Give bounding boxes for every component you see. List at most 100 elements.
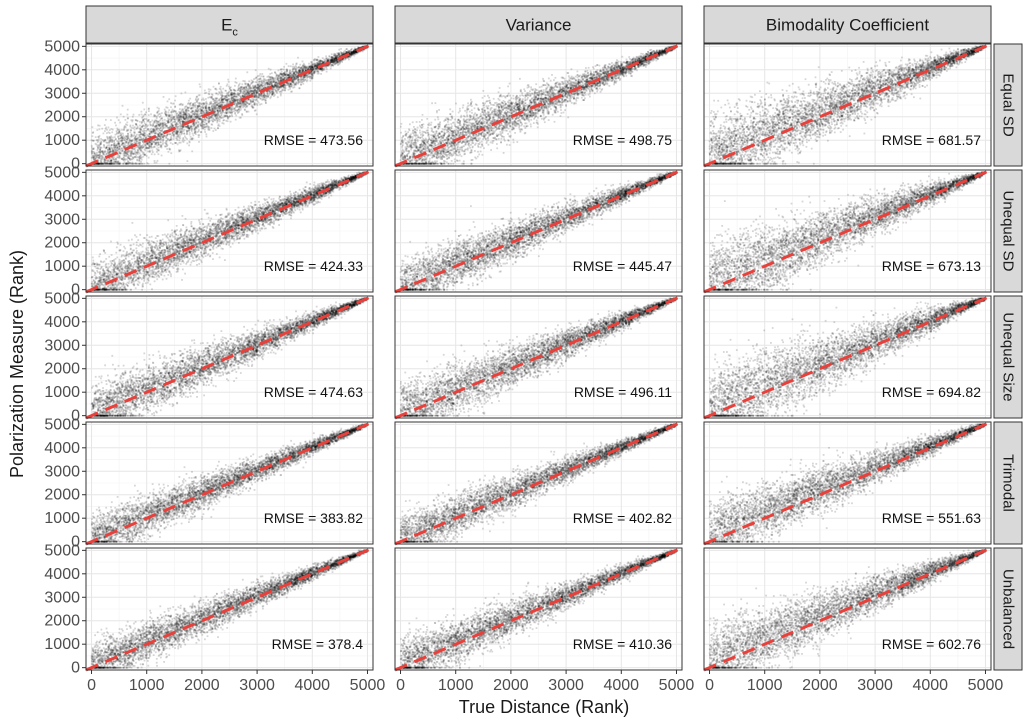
data-point [121, 129, 123, 131]
data-point [277, 96, 279, 98]
data-point [208, 88, 210, 90]
data-point [111, 131, 113, 133]
data-point [96, 129, 98, 131]
data-point [127, 114, 129, 116]
data-point [158, 147, 160, 149]
data-point [157, 160, 159, 162]
data-point [302, 83, 304, 85]
data-point [141, 114, 143, 116]
data-point [219, 98, 221, 100]
data-point [261, 73, 263, 75]
data-point [326, 71, 328, 73]
data-point [197, 109, 199, 111]
data-point [91, 145, 93, 147]
data-point [157, 115, 159, 117]
data-point [258, 102, 260, 104]
data-point [288, 65, 290, 67]
data-point [169, 163, 171, 165]
data-point [188, 145, 190, 147]
data-point [134, 151, 136, 153]
data-point [150, 113, 152, 115]
data-point [170, 152, 172, 154]
data-point [113, 156, 115, 158]
data-point [292, 64, 294, 66]
data-point [198, 121, 200, 123]
data-point [99, 128, 101, 130]
data-point [108, 144, 110, 146]
data-point [99, 125, 101, 127]
data-point [143, 109, 145, 111]
data-point [126, 159, 128, 161]
data-point [291, 91, 293, 93]
data-point [204, 92, 206, 94]
data-point [124, 125, 126, 127]
data-point [138, 134, 140, 136]
data-point [139, 153, 141, 155]
data-point [217, 94, 219, 96]
data-point [101, 128, 103, 130]
data-point [168, 109, 170, 111]
data-point [292, 66, 294, 68]
data-point [234, 85, 236, 87]
data-point [220, 86, 222, 88]
data-point [157, 131, 159, 133]
data-point [114, 122, 116, 124]
data-point [156, 148, 158, 150]
data-point [340, 48, 342, 50]
data-point [134, 149, 136, 151]
data-point [116, 117, 118, 119]
data-point [120, 153, 122, 155]
data-point [179, 137, 181, 139]
data-point [144, 163, 146, 165]
data-point [91, 139, 93, 141]
data-point [127, 109, 129, 111]
data-point [211, 123, 213, 125]
data-point [179, 150, 181, 152]
data-point [183, 141, 185, 143]
data-point [189, 98, 191, 100]
data-point [104, 124, 106, 126]
data-point [241, 83, 243, 85]
data-point [176, 136, 178, 138]
data-point [151, 147, 153, 149]
data-point [227, 79, 229, 81]
data-point [269, 97, 271, 99]
data-point [92, 132, 94, 134]
data-point [158, 108, 160, 110]
data-point [140, 161, 142, 163]
data-point [262, 98, 264, 100]
data-point [214, 101, 216, 103]
data-point [222, 88, 224, 90]
data-point [212, 103, 214, 105]
data-point [235, 78, 237, 80]
data-point [230, 121, 232, 123]
data-point [198, 141, 200, 143]
data-point [153, 132, 155, 134]
data-point [166, 137, 168, 139]
data-point [199, 94, 201, 96]
data-point [231, 110, 233, 112]
data-point [118, 140, 120, 142]
data-point [294, 86, 296, 88]
data-point [170, 142, 172, 144]
data-point [185, 92, 187, 94]
data-point [184, 135, 186, 137]
data-point [148, 114, 150, 116]
data-point [120, 114, 122, 116]
data-point [154, 160, 156, 162]
data-point [248, 111, 250, 113]
data-point [288, 89, 290, 91]
data-point [166, 145, 168, 147]
data-point [119, 157, 121, 159]
data-point [134, 129, 136, 131]
data-point [175, 95, 177, 97]
data-point [186, 133, 188, 135]
data-point [189, 134, 191, 136]
data-point [199, 83, 201, 85]
data-point [257, 75, 259, 77]
data-point [103, 145, 105, 147]
data-point [299, 64, 301, 66]
data-point [130, 131, 132, 133]
data-point [205, 133, 207, 135]
data-point [156, 151, 158, 153]
